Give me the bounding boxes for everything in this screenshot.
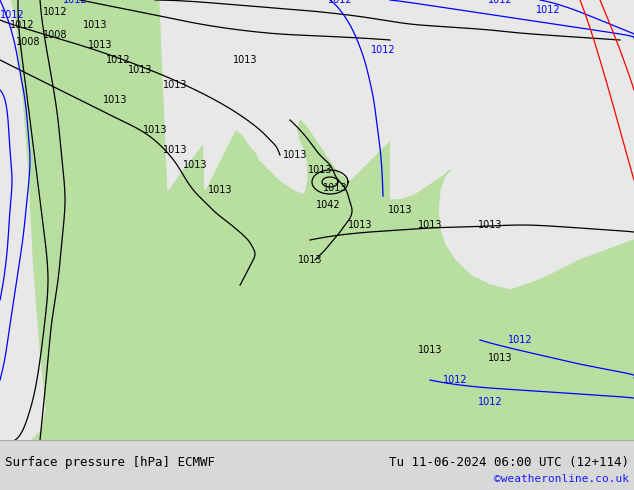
Text: 1012: 1012 xyxy=(106,55,131,65)
Text: 1013: 1013 xyxy=(418,220,443,230)
Text: 1008: 1008 xyxy=(42,30,67,40)
Polygon shape xyxy=(200,0,390,195)
Text: 1013: 1013 xyxy=(163,80,187,90)
Text: 1013: 1013 xyxy=(127,65,152,75)
Text: 1012: 1012 xyxy=(443,375,467,385)
Text: 1013: 1013 xyxy=(87,40,112,50)
Text: 1013: 1013 xyxy=(183,160,207,170)
Text: 1013: 1013 xyxy=(478,220,502,230)
Polygon shape xyxy=(155,0,390,190)
Text: 1012: 1012 xyxy=(488,0,512,5)
Text: 1012: 1012 xyxy=(10,20,34,30)
Text: 1013: 1013 xyxy=(163,145,187,155)
Text: 1013: 1013 xyxy=(323,183,347,193)
Polygon shape xyxy=(0,0,130,440)
Text: 1012: 1012 xyxy=(328,0,353,5)
Text: Tu 11-06-2024 06:00 UTC (12+114): Tu 11-06-2024 06:00 UTC (12+114) xyxy=(389,456,629,469)
Text: 1042: 1042 xyxy=(316,200,340,210)
Text: 1013: 1013 xyxy=(298,255,322,265)
Text: 1013: 1013 xyxy=(208,185,232,195)
Text: 1012: 1012 xyxy=(508,335,533,345)
Text: 1013: 1013 xyxy=(103,95,127,105)
Text: 1013: 1013 xyxy=(283,150,307,160)
Text: 1012: 1012 xyxy=(371,45,396,55)
Polygon shape xyxy=(390,0,634,440)
Text: ©weatheronline.co.uk: ©weatheronline.co.uk xyxy=(494,474,629,484)
Polygon shape xyxy=(0,0,45,440)
Text: 1012: 1012 xyxy=(477,397,502,407)
Text: 1012: 1012 xyxy=(536,5,560,15)
Text: Surface pressure [hPa] ECMWF: Surface pressure [hPa] ECMWF xyxy=(5,456,215,469)
Text: 1012: 1012 xyxy=(63,0,87,5)
Text: 1012: 1012 xyxy=(42,7,67,17)
Text: 1012: 1012 xyxy=(0,10,24,20)
Polygon shape xyxy=(287,120,634,440)
Text: 1013: 1013 xyxy=(83,20,107,30)
Text: 1013: 1013 xyxy=(233,55,257,65)
Text: 1013: 1013 xyxy=(143,125,167,135)
Text: 1013: 1013 xyxy=(307,165,332,175)
Text: 1013: 1013 xyxy=(418,345,443,355)
Text: 1013: 1013 xyxy=(388,205,412,215)
Text: 1008: 1008 xyxy=(16,37,40,47)
Text: 1013: 1013 xyxy=(348,220,372,230)
Text: 1013: 1013 xyxy=(488,353,512,363)
